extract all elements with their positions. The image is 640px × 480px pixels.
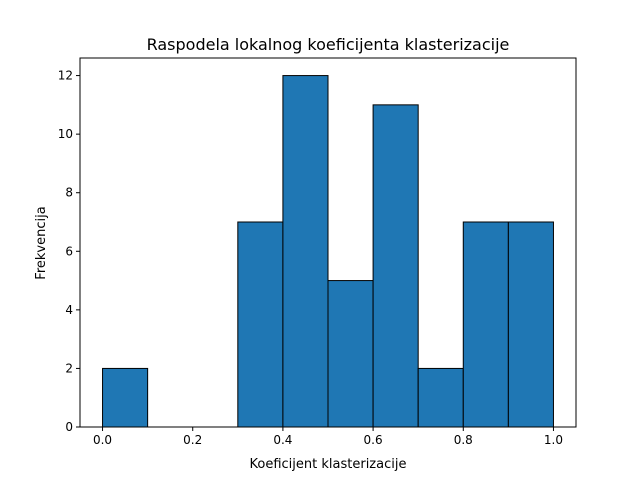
- histogram-bar: [237, 221, 284, 428]
- y-tick-label: 2: [65, 361, 73, 375]
- bars-group: [102, 75, 554, 428]
- histogram-bar: [102, 367, 149, 428]
- y-tick-label: 6: [65, 244, 73, 258]
- y-tick-label: 0: [65, 420, 73, 434]
- plot-frame: [79, 57, 577, 428]
- chart-title: Raspodela lokalnog koeficijenta klasteri…: [147, 35, 510, 54]
- y-tick-label: 8: [65, 186, 73, 200]
- histogram-bar: [327, 280, 374, 428]
- x-tick-label: 0.6: [364, 433, 383, 447]
- x-tick-label: 0.8: [454, 433, 473, 447]
- x-axis: 0.0 0.2 0.4 0.6 0.8 1.0: [93, 427, 563, 447]
- histogram-bar: [507, 221, 554, 428]
- x-tick-label: 0.2: [183, 433, 202, 447]
- x-tick-label: 1.0: [544, 433, 563, 447]
- y-axis: 0 2 4 6 8 10 12: [58, 69, 80, 434]
- histogram-bar: [372, 104, 419, 428]
- x-axis-label: Koeficijent klasterizacije: [250, 457, 407, 472]
- y-tick-label: 10: [58, 127, 73, 141]
- y-tick-label: 12: [58, 69, 73, 83]
- y-tick-label: 4: [65, 303, 73, 317]
- y-axis-label: Frekvencija: [34, 206, 49, 279]
- histogram-bar: [417, 367, 464, 428]
- histogram-bar: [462, 221, 509, 428]
- histogram-bar: [282, 75, 329, 428]
- x-tick-label: 0.4: [273, 433, 292, 447]
- x-tick-label: 0.0: [93, 433, 112, 447]
